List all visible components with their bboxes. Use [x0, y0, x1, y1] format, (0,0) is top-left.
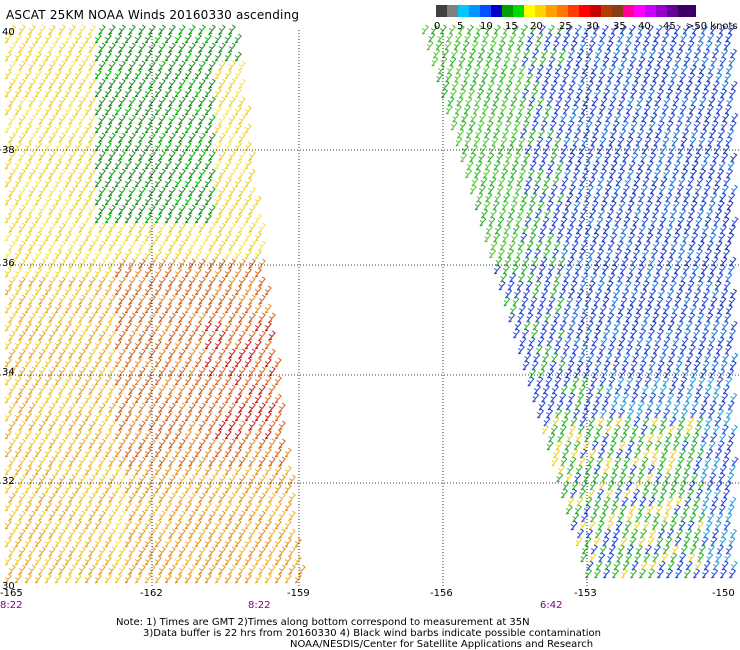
lat-label-38: 38 [2, 145, 15, 156]
legend-swatch-15 [601, 5, 612, 17]
legend-swatch-1 [447, 5, 458, 17]
legend-swatch-14 [590, 5, 601, 17]
legend-swatch-18 [634, 5, 645, 17]
legend-swatch-21 [667, 5, 678, 17]
lat-label-30: 30 [2, 581, 15, 592]
legend-swatch-19 [645, 5, 656, 17]
legend-label-25: 25 [559, 21, 572, 32]
legend-label-40: 40 [638, 21, 651, 32]
note-line-3: NOAA/NESDIS/Center for Satellite Applica… [290, 639, 594, 650]
legend-swatch-10 [546, 5, 557, 17]
legend-swatch-20 [656, 5, 667, 17]
legend-swatch-12 [568, 5, 579, 17]
legend-label-10: 10 [480, 21, 493, 32]
legend-swatch-22 [678, 5, 696, 17]
pass-time-1: 8:22 [0, 600, 23, 611]
legend-label-50plus: >50 knots [686, 21, 738, 32]
wind-barbs [4, 24, 739, 584]
legend-swatch-9 [535, 5, 546, 17]
lon-label-150: -150 [712, 588, 735, 599]
lon-label-156: -156 [430, 588, 453, 599]
legend-swatch-17 [623, 5, 634, 17]
lon-label-153: -153 [574, 588, 597, 599]
legend-label-5: 5 [457, 21, 464, 32]
legend-swatch-16 [612, 5, 623, 17]
lat-label-34: 34 [2, 367, 15, 378]
legend-label-20: 20 [530, 21, 543, 32]
legend-swatch-7 [513, 5, 524, 17]
legend-label-0: 0 [434, 21, 441, 32]
lat-label-32: 32 [2, 476, 15, 487]
legend-swatch-5 [491, 5, 502, 17]
legend-swatch-4 [480, 5, 491, 17]
pass-time-3: 6:42 [540, 600, 563, 611]
note-line-1: Note: 1) Times are GMT 2)Times along bot… [116, 617, 530, 628]
legend-swatch-8 [524, 5, 535, 17]
legend-label-15: 15 [505, 21, 518, 32]
legend-label-35: 35 [613, 21, 626, 32]
legend-label-45: 45 [663, 21, 676, 32]
legend-swatch-2 [458, 5, 469, 17]
pass-time-2: 8:22 [248, 600, 271, 611]
legend-label-30: 30 [586, 21, 599, 32]
map-title: ASCAT 25KM NOAA Winds 20160330 ascending [6, 8, 300, 22]
note-line-2: 3)Data buffer is 22 hrs from 20160330 4)… [143, 628, 601, 639]
legend-swatch-6 [502, 5, 513, 17]
lon-label-159: -159 [287, 588, 310, 599]
lat-label-36: 36 [2, 258, 15, 269]
legend-swatch-0 [436, 5, 447, 17]
lat-label-40: 40 [2, 27, 15, 38]
legend-swatch-13 [579, 5, 590, 17]
legend-swatch-11 [557, 5, 568, 17]
legend-swatch-3 [469, 5, 480, 17]
lon-label-165: -165 [0, 588, 23, 599]
lon-label-162: -162 [140, 588, 163, 599]
